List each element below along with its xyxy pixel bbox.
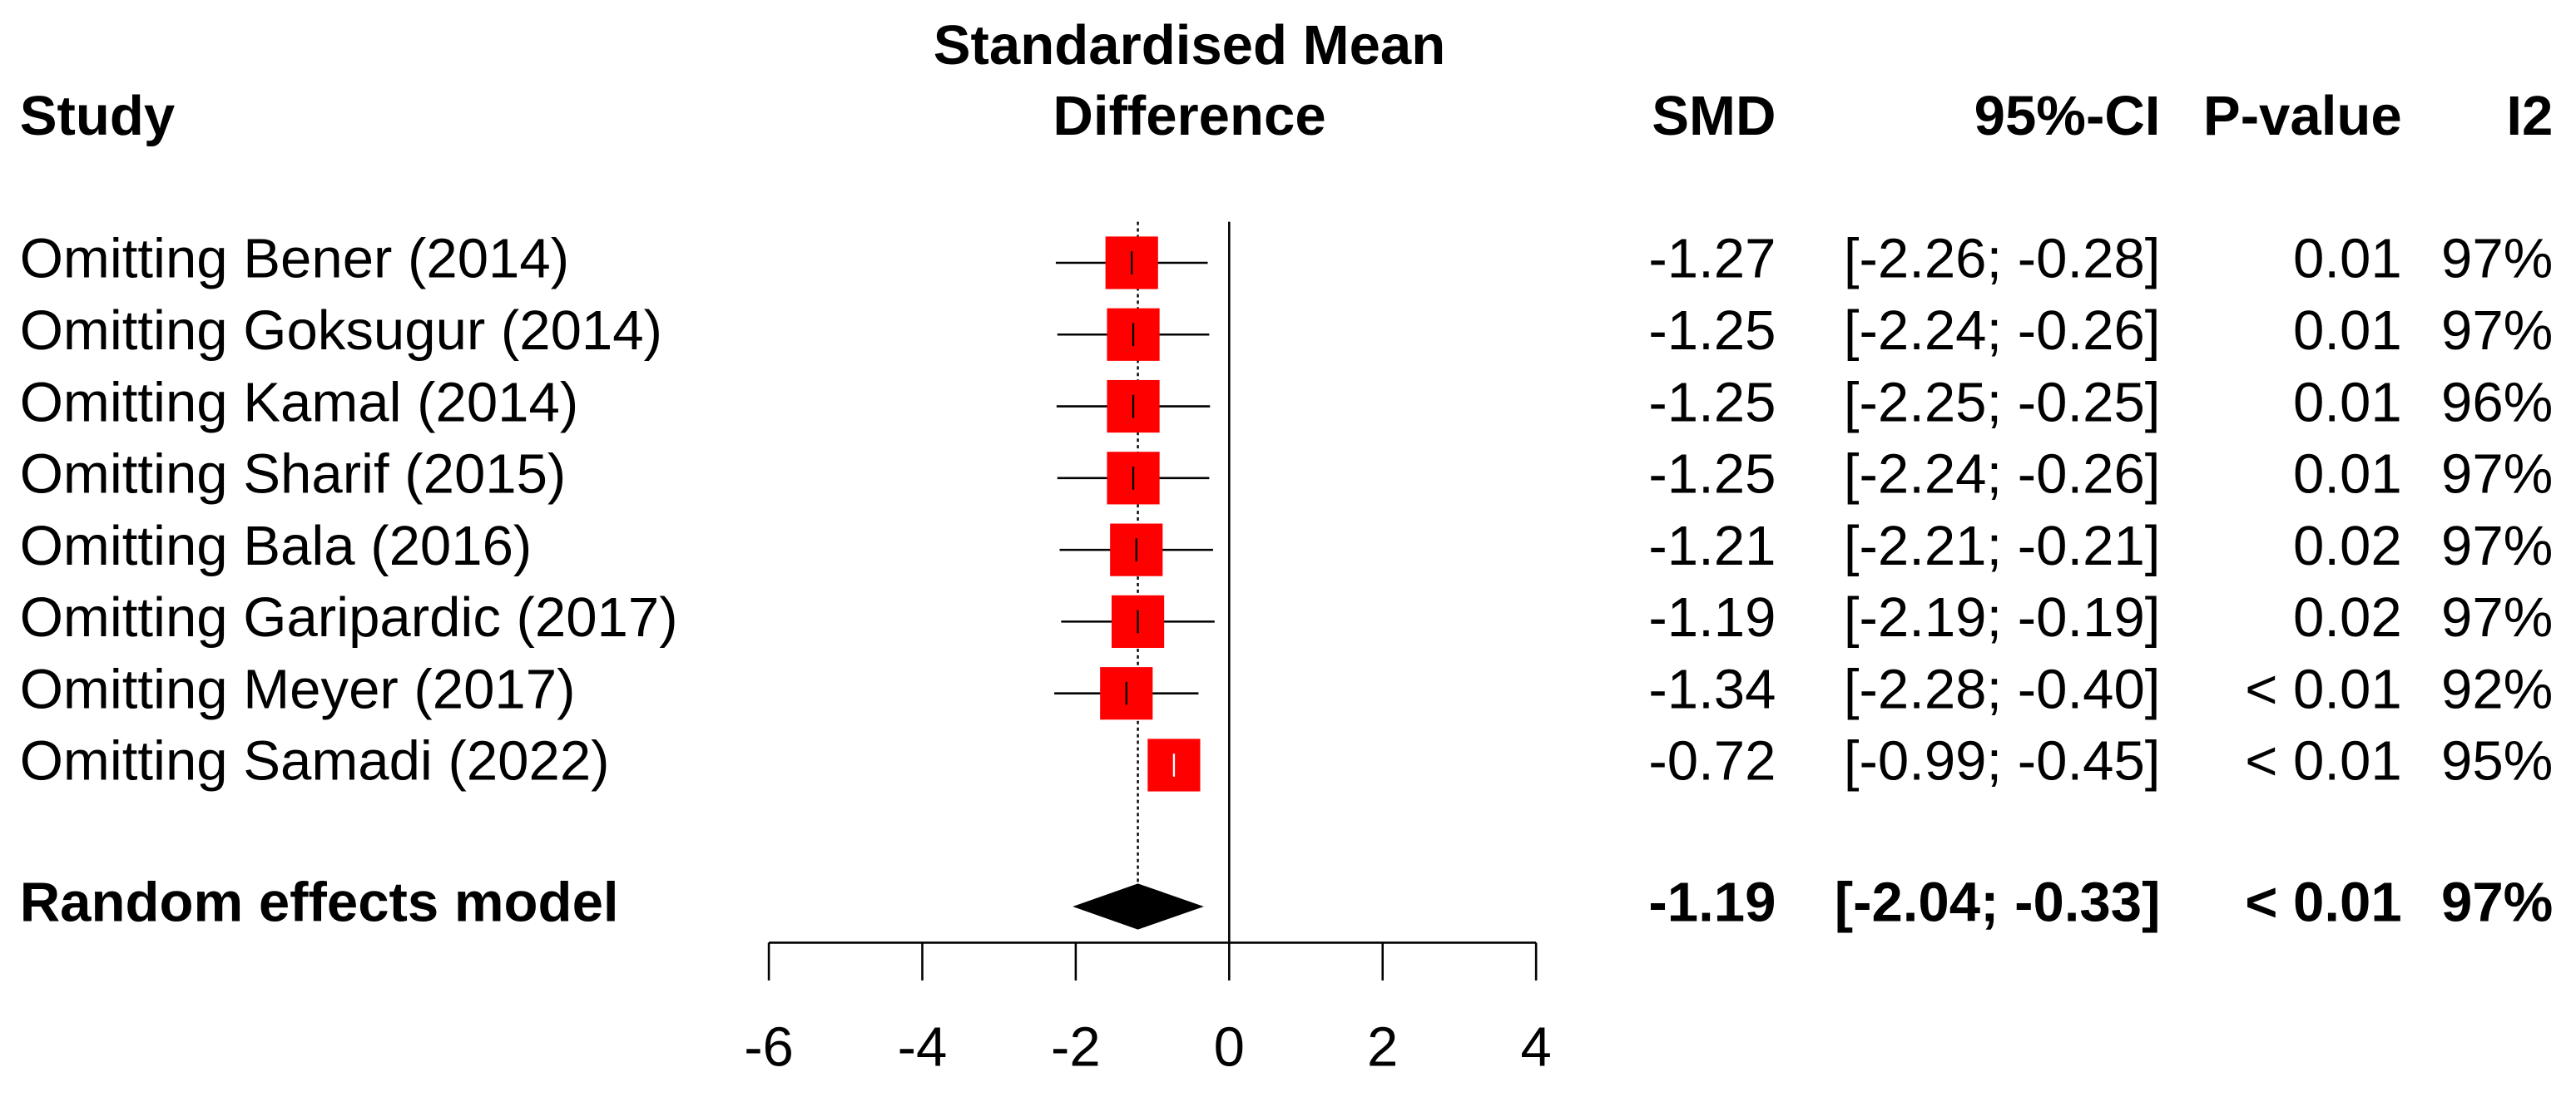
smd-label: -1.19 bbox=[1648, 586, 1776, 649]
p-value-label: < 0.01 bbox=[2245, 730, 2402, 793]
ci-label: [-2.28; -0.40] bbox=[1844, 658, 2161, 720]
ci-label: [-2.26; -0.28] bbox=[1844, 228, 2161, 290]
ci-label: [-2.04; -0.33] bbox=[1835, 872, 2161, 934]
ci-label: [-2.21; -0.21] bbox=[1844, 515, 2161, 577]
ci-label: [-2.24; -0.26] bbox=[1844, 299, 2161, 362]
smd-label: -1.25 bbox=[1648, 299, 1776, 362]
smd-label: -1.25 bbox=[1648, 443, 1776, 506]
smd-label: -0.72 bbox=[1648, 730, 1776, 793]
smd-label: -1.34 bbox=[1648, 658, 1776, 720]
i2-label: 97% bbox=[2441, 586, 2553, 649]
study-label: Omitting Bener (2014) bbox=[20, 228, 569, 290]
study-label: Omitting Kamal (2014) bbox=[20, 371, 579, 433]
i2-label: 92% bbox=[2441, 658, 2553, 720]
study-label: Omitting Meyer (2017) bbox=[20, 658, 576, 720]
column-header: I2 bbox=[2506, 85, 2553, 147]
chart-title: Standardised Mean bbox=[934, 14, 1445, 77]
p-value-label: 0.02 bbox=[2293, 586, 2402, 649]
x-tick-label: -4 bbox=[898, 1016, 948, 1078]
pooled-diamond bbox=[1073, 883, 1204, 930]
column-header: P-value bbox=[2203, 85, 2402, 147]
i2-label: 96% bbox=[2441, 371, 2553, 433]
i2-label: 97% bbox=[2441, 872, 2553, 934]
i2-label: 97% bbox=[2441, 443, 2553, 506]
column-header: Study bbox=[20, 85, 175, 147]
x-tick-label: 0 bbox=[1214, 1016, 1245, 1078]
study-label: Omitting Sharif (2015) bbox=[20, 443, 567, 506]
x-tick-label: -6 bbox=[744, 1016, 794, 1078]
i2-label: 97% bbox=[2441, 299, 2553, 362]
x-tick-label: 2 bbox=[1367, 1016, 1398, 1078]
smd-label: -1.19 bbox=[1648, 872, 1776, 934]
smd-label: -1.21 bbox=[1648, 515, 1776, 577]
ci-label: [-0.99; -0.45] bbox=[1844, 730, 2161, 793]
i2-label: 97% bbox=[2441, 515, 2553, 577]
p-value-label: 0.01 bbox=[2293, 299, 2402, 362]
chart-title: Difference bbox=[1053, 85, 1325, 147]
p-value-label: 0.01 bbox=[2293, 228, 2402, 290]
smd-label: -1.27 bbox=[1648, 228, 1776, 290]
smd-label: -1.25 bbox=[1648, 371, 1776, 433]
i2-label: 95% bbox=[2441, 730, 2553, 793]
p-value-label: 0.02 bbox=[2293, 515, 2402, 577]
column-header: SMD bbox=[1652, 85, 1776, 147]
p-value-label: 0.01 bbox=[2293, 443, 2402, 506]
pooled-label: Random effects model bbox=[20, 872, 619, 934]
i2-label: 97% bbox=[2441, 228, 2553, 290]
ci-label: [-2.19; -0.19] bbox=[1844, 586, 2161, 649]
p-value-label: 0.01 bbox=[2293, 371, 2402, 433]
p-value-label: < 0.01 bbox=[2245, 658, 2402, 720]
column-header: 95%-CI bbox=[1974, 85, 2161, 147]
ci-label: [-2.25; -0.25] bbox=[1844, 371, 2161, 433]
ci-label: [-2.24; -0.26] bbox=[1844, 443, 2161, 506]
study-label: Omitting Samadi (2022) bbox=[20, 730, 610, 793]
study-label: Omitting Bala (2016) bbox=[20, 515, 533, 577]
p-value-label: < 0.01 bbox=[2245, 872, 2402, 934]
study-label: Omitting Garipardic (2017) bbox=[20, 586, 678, 649]
x-tick-label: -2 bbox=[1051, 1016, 1101, 1078]
study-label: Omitting Goksugur (2014) bbox=[20, 299, 662, 362]
x-tick-label: 4 bbox=[1520, 1016, 1551, 1078]
